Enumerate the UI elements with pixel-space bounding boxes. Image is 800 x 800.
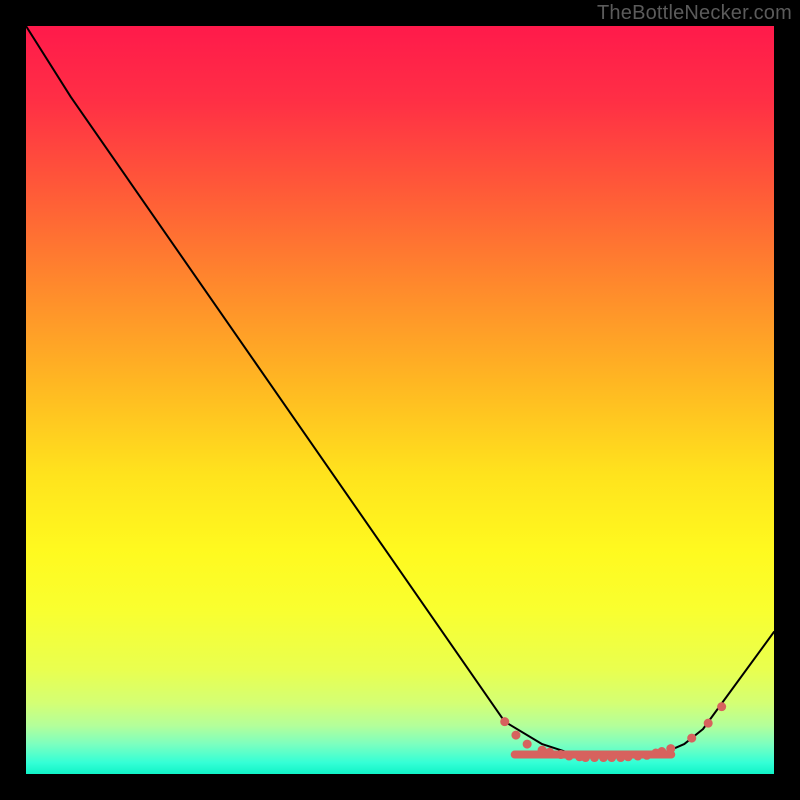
data-marker	[581, 753, 590, 762]
data-marker	[624, 752, 633, 761]
data-marker	[565, 752, 574, 761]
plot-area	[26, 26, 774, 774]
data-marker	[704, 719, 713, 728]
gradient-background	[26, 26, 774, 774]
data-marker	[717, 702, 726, 711]
data-marker	[666, 744, 675, 753]
data-marker	[599, 753, 608, 762]
data-marker	[642, 751, 651, 760]
data-marker	[556, 750, 565, 759]
data-marker	[523, 740, 532, 749]
data-marker	[500, 717, 509, 726]
data-marker	[607, 753, 616, 762]
data-marker	[657, 747, 666, 756]
data-marker	[545, 748, 554, 757]
data-marker	[590, 753, 599, 762]
data-marker	[511, 731, 520, 740]
watermark-text: TheBottleNecker.com	[597, 2, 792, 25]
chart-svg	[26, 26, 774, 774]
data-marker	[687, 734, 696, 743]
data-marker	[633, 752, 642, 761]
